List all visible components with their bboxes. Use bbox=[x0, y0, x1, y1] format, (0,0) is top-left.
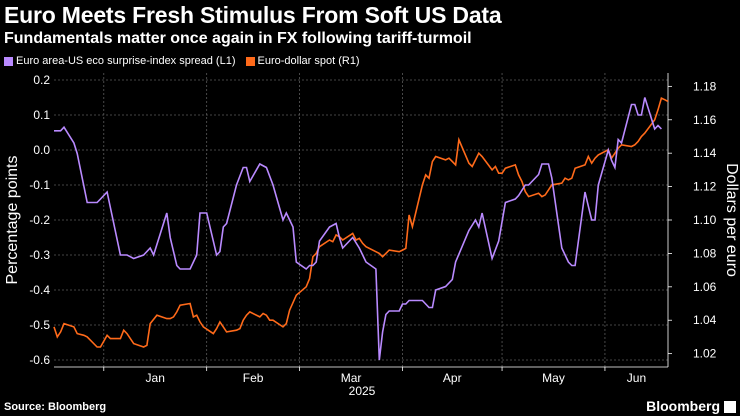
right-tick-label-2: 1.14 bbox=[693, 146, 717, 160]
right-tick-label-7: 1.04 bbox=[693, 313, 717, 327]
left-axis-label: Percentage points bbox=[4, 156, 21, 285]
left-tick-label-0: 0.2 bbox=[33, 73, 50, 87]
x-tick-label-1: Feb bbox=[243, 371, 264, 385]
left-tick-label-2: 0.0 bbox=[33, 143, 50, 157]
x-axis-year-label: 2025 bbox=[349, 384, 376, 398]
left-tick-label-6: -0.4 bbox=[29, 283, 50, 297]
right-tick-label-3: 1.12 bbox=[693, 180, 717, 194]
left-axis-ticks: 0.2 0.1 0.0 -0.1 -0.2 -0.3 -0.4 -0.5 -0.6 bbox=[29, 73, 50, 367]
series-line-eurusd bbox=[53, 96, 669, 348]
right-tick-label-5: 1.08 bbox=[693, 246, 717, 260]
x-axis-ticks: Jan Feb Mar Apr May Jun bbox=[54, 366, 668, 385]
x-tick-label-4: May bbox=[542, 371, 565, 385]
left-tick-label-8: -0.6 bbox=[29, 353, 50, 367]
right-tick-label-8: 1.02 bbox=[693, 347, 717, 361]
bloomberg-mark-icon bbox=[724, 401, 736, 413]
left-tick-label-1: 0.1 bbox=[33, 108, 50, 122]
x-tick-label-3: Apr bbox=[443, 371, 462, 385]
x-tick-label-5: Jun bbox=[627, 371, 646, 385]
legend-item-surprise: Euro area-US eco surprise-index spread (… bbox=[4, 55, 236, 67]
right-axis-label: Dollars per euro bbox=[723, 163, 740, 277]
left-tick-label-5: -0.3 bbox=[29, 248, 50, 262]
legend-label-eurusd: Euro-dollar spot (R1) bbox=[257, 55, 360, 67]
legend-label-surprise: Euro area-US eco surprise-index spread (… bbox=[16, 55, 236, 67]
x-tick-label-0: Jan bbox=[146, 371, 165, 385]
chart-title: Euro Meets Fresh Stimulus From Soft US D… bbox=[4, 2, 502, 28]
bloomberg-logo: Bloomberg bbox=[646, 398, 720, 414]
right-tick-label-4: 1.10 bbox=[693, 213, 717, 227]
legend-item-eurusd: Euro-dollar spot (R1) bbox=[245, 55, 360, 67]
left-tick-label-7: -0.5 bbox=[29, 318, 50, 332]
legend-swatch-eurusd bbox=[245, 56, 255, 66]
legend: Euro area-US eco surprise-index spread (… bbox=[4, 55, 360, 67]
left-tick-label-4: -0.2 bbox=[29, 213, 50, 227]
right-axis-ticks: 1.18 1.16 1.14 1.12 1.10 1.08 1.06 1.04 1.02 bbox=[667, 73, 717, 367]
gridlines bbox=[54, 73, 668, 367]
source-note: Source: Bloomberg bbox=[4, 401, 107, 413]
right-tick-label-6: 1.06 bbox=[693, 280, 717, 294]
right-tick-label-0: 1.18 bbox=[693, 79, 717, 93]
left-tick-label-3: -0.1 bbox=[29, 178, 50, 192]
chart-subtitle: Fundamentals matter once again in FX fol… bbox=[4, 30, 472, 47]
legend-swatch-surprise bbox=[4, 56, 13, 66]
right-tick-label-1: 1.16 bbox=[693, 113, 717, 127]
x-tick-label-2: Mar bbox=[341, 371, 362, 385]
series-line-surprise bbox=[54, 97, 662, 361]
